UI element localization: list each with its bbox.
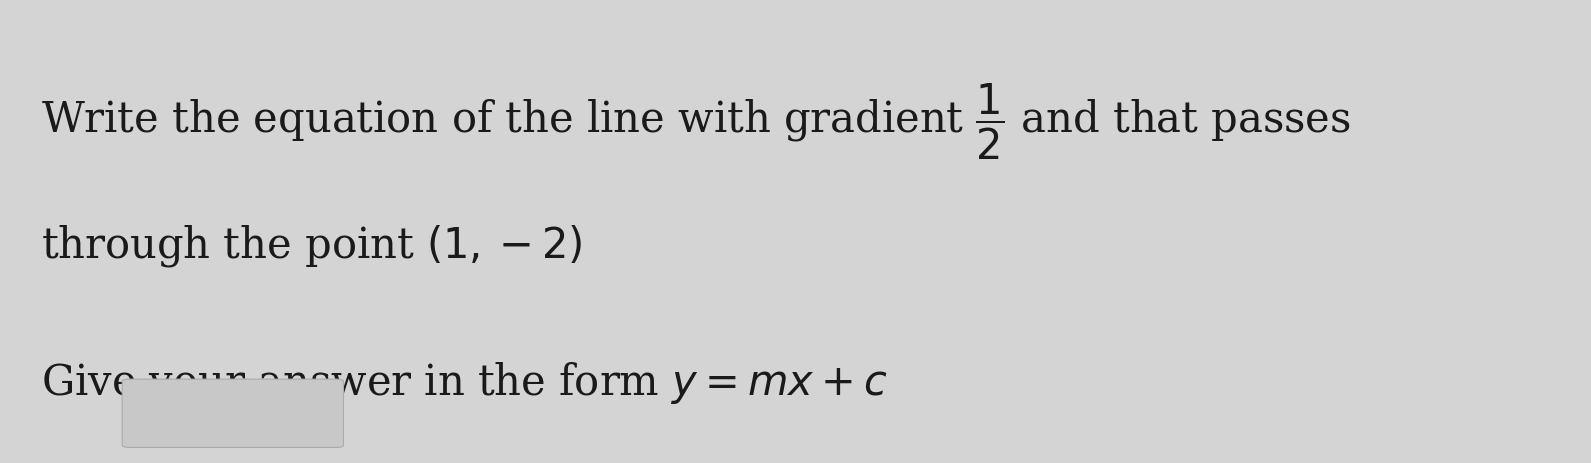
Text: Give your answer in the form $y = mx + c$: Give your answer in the form $y = mx + c… bbox=[41, 359, 888, 405]
FancyBboxPatch shape bbox=[123, 379, 344, 447]
Text: through the point $(1, -2)$: through the point $(1, -2)$ bbox=[41, 222, 582, 268]
Text: Write the equation of the line with gradient $\dfrac{1}{2}$ and that passes: Write the equation of the line with grad… bbox=[41, 81, 1351, 161]
